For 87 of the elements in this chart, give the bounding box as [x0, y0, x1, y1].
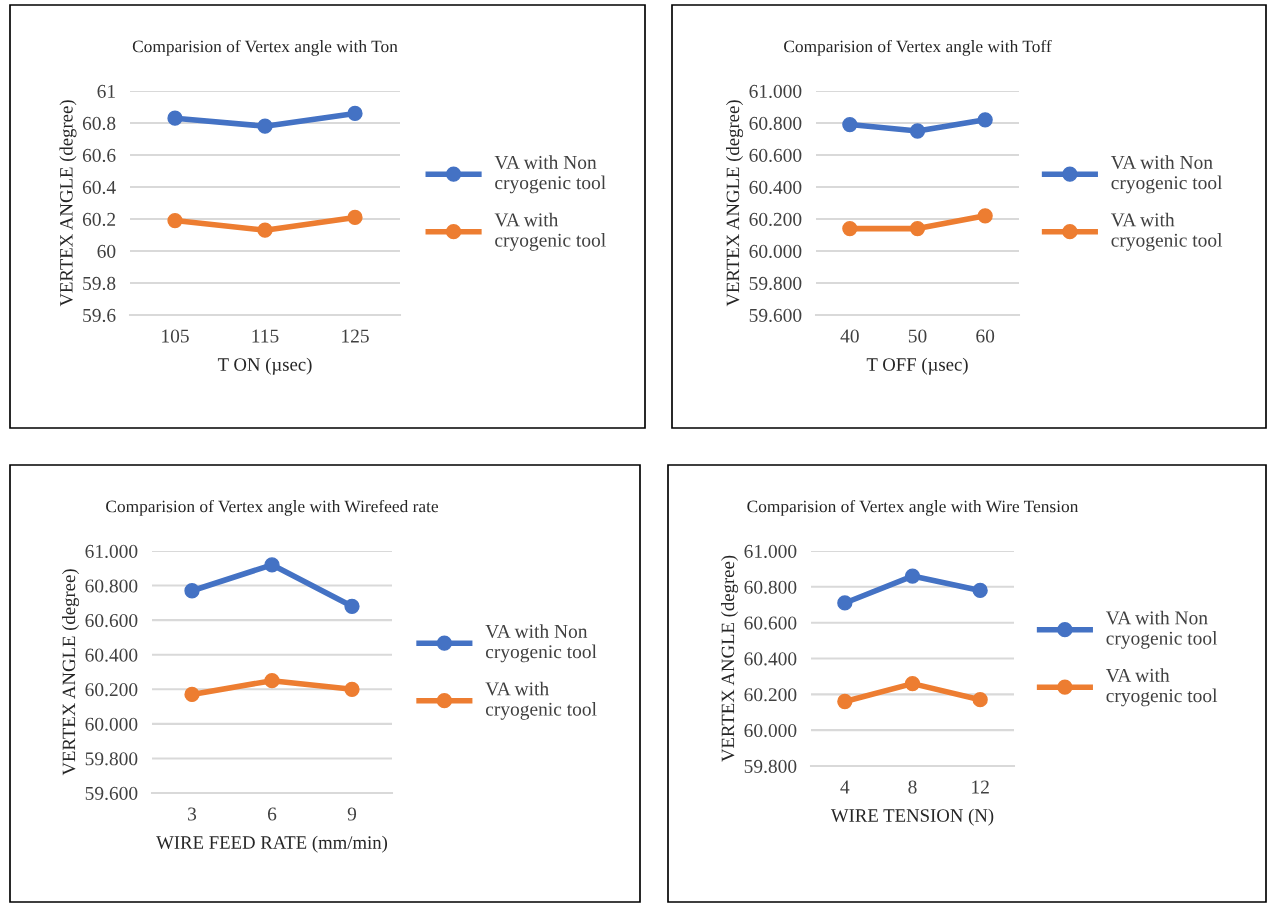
point — [264, 673, 280, 689]
y-tick-label: 59.6 — [83, 308, 116, 323]
point — [347, 105, 363, 122]
y-tick-label: 60.000 — [744, 723, 797, 738]
point — [842, 116, 858, 133]
point — [842, 220, 858, 237]
x-tick-label: 12 — [972, 780, 989, 794]
chart-title: Comparision of Vertex angle with Wirefeed rate — [106, 499, 439, 516]
x-tick-label: 105 — [162, 329, 189, 343]
y-tick-label: 60.800 — [744, 580, 797, 594]
y-tick-label: 60 — [97, 244, 116, 258]
y-tick-label: 60.600 — [749, 148, 802, 163]
y-tick-label: 60.2 — [82, 212, 116, 227]
y-tick-label: 60.8 — [82, 116, 116, 131]
y-axis-title: VERTEX ANGLE (degree) — [726, 100, 744, 307]
x-tick-label: 50 — [908, 329, 927, 343]
legend-label: VA with cryogenic tool — [1105, 668, 1218, 707]
x-tick-label: 8 — [908, 780, 917, 794]
legend-label: VA with Non cryogenic tool — [485, 624, 597, 663]
y-tick-label: 59.800 — [749, 276, 802, 291]
x-tick-label: 3 — [188, 807, 197, 821]
y-tick-label: 60.400 — [85, 648, 138, 662]
point — [347, 209, 363, 226]
x-axis-title: WIRE FEED RATE (mm/min) — [156, 835, 388, 853]
y-tick-label: 60.800 — [85, 579, 138, 593]
x-tick-label: 115 — [252, 329, 279, 343]
x-tick-label: 9 — [347, 807, 357, 821]
point — [909, 123, 926, 139]
point — [972, 582, 988, 599]
y-tick-label: 61 — [97, 84, 115, 98]
y-tick-label: 60.400 — [744, 652, 797, 666]
point — [257, 222, 273, 238]
x-tick-label: 40 — [840, 329, 859, 343]
point — [904, 675, 921, 692]
point — [972, 692, 988, 708]
point — [977, 112, 993, 128]
legend-label: VA with cryogenic tool — [485, 681, 597, 720]
legend-label: VA with Non cryogenic tool — [494, 155, 606, 194]
point — [837, 595, 853, 611]
x-axis-title: WIRE TENSION (N) — [830, 808, 994, 826]
point — [837, 693, 853, 710]
point — [344, 681, 360, 697]
y-tick-label: 60.600 — [85, 613, 138, 628]
x-tick-label: 4 — [840, 780, 850, 794]
chart-title: Comparision of Vertex angle with Toff — [784, 39, 1052, 56]
y-tick-label: 60.200 — [85, 683, 138, 697]
x-tick-label: 60 — [976, 329, 995, 343]
point — [904, 568, 921, 584]
chart-title: Comparision of Vertex angle with Wire Tension — [747, 499, 1079, 516]
point — [167, 110, 183, 126]
x-axis-title: T OFF (µsec) — [866, 357, 968, 375]
legend-label: VA with Non cryogenic tool — [1105, 610, 1218, 649]
y-axis-title: VERTEX ANGLE (degree) — [59, 100, 77, 307]
point — [977, 208, 993, 224]
point — [909, 220, 926, 237]
y-axis-title: VERTEX ANGLE (degree) — [62, 569, 80, 776]
y-tick-label: 59.8 — [83, 276, 116, 291]
y-tick-label: 59.800 — [744, 759, 797, 774]
y-tick-label: 60.4 — [82, 180, 116, 195]
x-tick-label: 6 — [267, 807, 277, 821]
point — [257, 118, 273, 134]
legend-label: VA with cryogenic tool — [1110, 212, 1223, 251]
y-tick-label: 59.800 — [85, 752, 138, 766]
y-tick-label: 61.000 — [749, 84, 802, 99]
x-tick-label: 125 — [342, 329, 369, 343]
y-tick-label: 60.600 — [744, 616, 797, 630]
y-tick-label: 60.200 — [749, 212, 802, 227]
y-tick-label: 60.000 — [749, 244, 802, 259]
y-tick-label: 61.000 — [85, 544, 138, 559]
y-tick-label: 60.200 — [744, 688, 797, 702]
legend-label: VA with cryogenic tool — [494, 212, 606, 251]
y-tick-label: 59.600 — [749, 308, 802, 323]
legend-label: VA with Non cryogenic tool — [1110, 155, 1223, 194]
y-axis-title: VERTEX ANGLE (degree) — [721, 555, 739, 762]
y-tick-label: 59.600 — [85, 786, 138, 801]
point — [344, 598, 360, 614]
point — [264, 557, 280, 573]
point — [167, 212, 183, 229]
y-tick-label: 60.6 — [82, 148, 116, 163]
y-tick-label: 61.000 — [744, 544, 797, 559]
y-tick-label: 60.800 — [749, 116, 802, 131]
x-axis-title: T ON (µsec) — [217, 357, 312, 375]
chart-title: Comparision of Vertex angle with Ton — [132, 39, 398, 56]
point — [184, 686, 200, 703]
y-tick-label: 60.000 — [85, 717, 138, 731]
y-tick-label: 60.400 — [749, 180, 802, 195]
point — [184, 583, 200, 599]
